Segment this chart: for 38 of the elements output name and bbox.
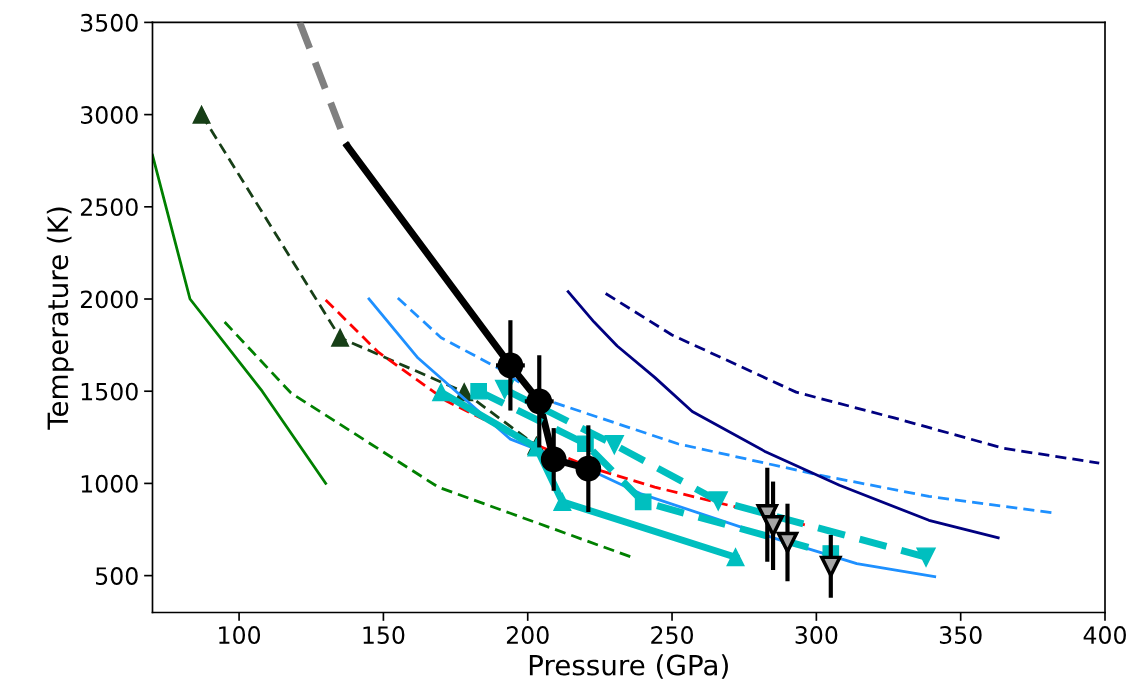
x-tick-label: 400 xyxy=(1083,626,1126,644)
y-tick-label: 2500 xyxy=(80,198,138,217)
line-series xyxy=(396,296,1055,515)
y-tick-label: 1000 xyxy=(81,474,138,493)
line-series xyxy=(223,320,634,559)
y-axis-title: Temperature (K) xyxy=(46,207,74,430)
point xyxy=(820,555,842,578)
x-tick-label: 100 xyxy=(219,626,261,644)
point xyxy=(762,515,784,537)
point xyxy=(916,547,936,567)
point xyxy=(331,328,350,347)
x-tick-label: 350 xyxy=(939,626,982,644)
point xyxy=(192,105,211,124)
y-tick-label: 3500 xyxy=(81,13,138,32)
point xyxy=(526,388,553,415)
line-series xyxy=(152,153,328,485)
point xyxy=(726,548,745,567)
point xyxy=(497,352,524,379)
point xyxy=(708,491,728,511)
line-series xyxy=(566,290,1000,540)
point xyxy=(470,382,487,400)
point xyxy=(553,492,572,511)
point xyxy=(432,383,451,402)
y-tick-label: 1500 xyxy=(81,382,138,401)
point xyxy=(540,446,567,473)
y-tick-label: 500 xyxy=(96,567,138,585)
point xyxy=(776,531,799,554)
x-tick-label: 250 xyxy=(651,626,694,644)
line-series xyxy=(604,292,1101,465)
y-tick-label: 3000 xyxy=(81,106,138,124)
x-tick-label: 200 xyxy=(506,626,549,644)
x-tick-label: 300 xyxy=(795,626,838,644)
point xyxy=(575,455,602,482)
x-tick-label: 150 xyxy=(363,626,405,644)
y-tick-label: 2000 xyxy=(80,290,138,309)
point xyxy=(604,434,625,455)
x-axis-title: Pressure (GPa) xyxy=(529,654,728,679)
point xyxy=(634,493,652,511)
